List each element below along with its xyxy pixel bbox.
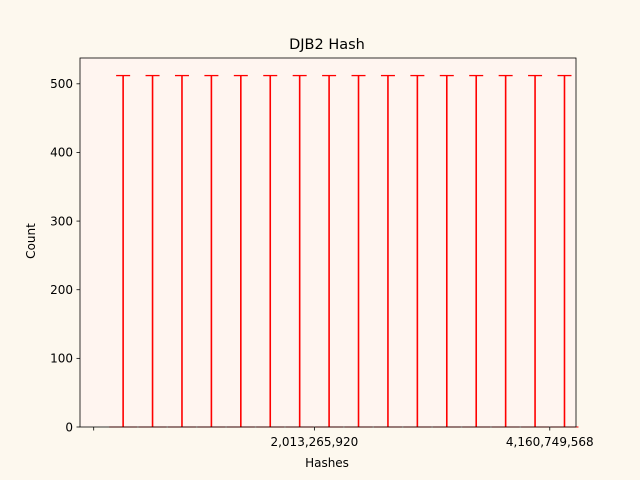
- y-tick-label: 500: [50, 77, 73, 91]
- y-tick-label: 400: [50, 146, 73, 160]
- x-tick-label: 2,013,265,920: [270, 435, 358, 449]
- x-axis: 2,013,265,920 4,160,749,568: [93, 427, 594, 449]
- y-tick-label: 300: [50, 214, 73, 228]
- plot-area: [80, 58, 576, 427]
- bars-group: [109, 74, 579, 428]
- y-tick-label: 100: [50, 352, 73, 366]
- chart-title: DJB2 Hash: [289, 37, 365, 53]
- x-tick-label: 4,160,749,568: [506, 435, 594, 449]
- x-axis-label: Hashes: [305, 456, 349, 470]
- y-axis: 0 100 200 300 400 500: [50, 77, 80, 434]
- y-tick-label: 200: [50, 283, 73, 297]
- y-axis-label: Count: [24, 223, 38, 259]
- y-tick-label: 0: [65, 420, 73, 434]
- plot-frame: [79, 57, 577, 428]
